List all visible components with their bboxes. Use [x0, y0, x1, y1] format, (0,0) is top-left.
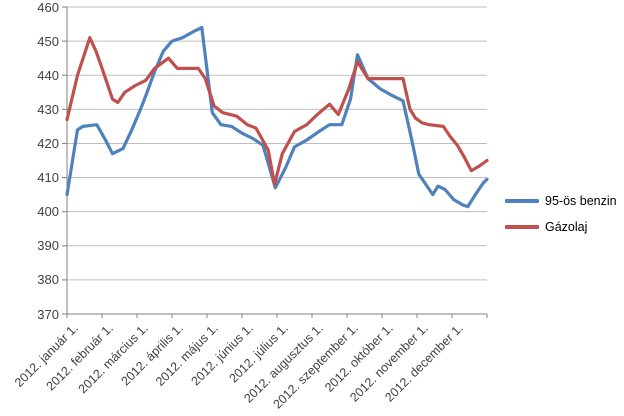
y-tick-label: 390: [37, 238, 59, 254]
legend-label-benzin: 95-ös benzin: [545, 194, 617, 208]
gazolaj-line-swatch-icon: [505, 225, 539, 229]
y-tick-label: 380: [37, 272, 59, 288]
legend-item-benzin: 95-ös benzin: [505, 188, 617, 214]
y-tick-label: 450: [37, 33, 59, 49]
y-tick-label: 400: [37, 204, 59, 220]
y-tick-label: 370: [37, 306, 59, 322]
series-line-gazolaj: [65, 36, 489, 186]
series-line-benzin: [65, 25, 489, 209]
y-tick-label: 460: [37, 0, 59, 15]
y-tick-label: 440: [37, 67, 59, 83]
legend-label-gazolaj: Gázolaj: [545, 220, 588, 234]
legend-item-gazolaj: Gázolaj: [505, 214, 617, 240]
benzin-line-swatch-icon: [505, 199, 539, 203]
y-tick-label: 410: [37, 170, 59, 186]
y-tick-label: 420: [37, 135, 59, 151]
legend: 95-ös benzin Gázolaj: [505, 188, 617, 240]
y-tick-label: 430: [37, 101, 59, 117]
